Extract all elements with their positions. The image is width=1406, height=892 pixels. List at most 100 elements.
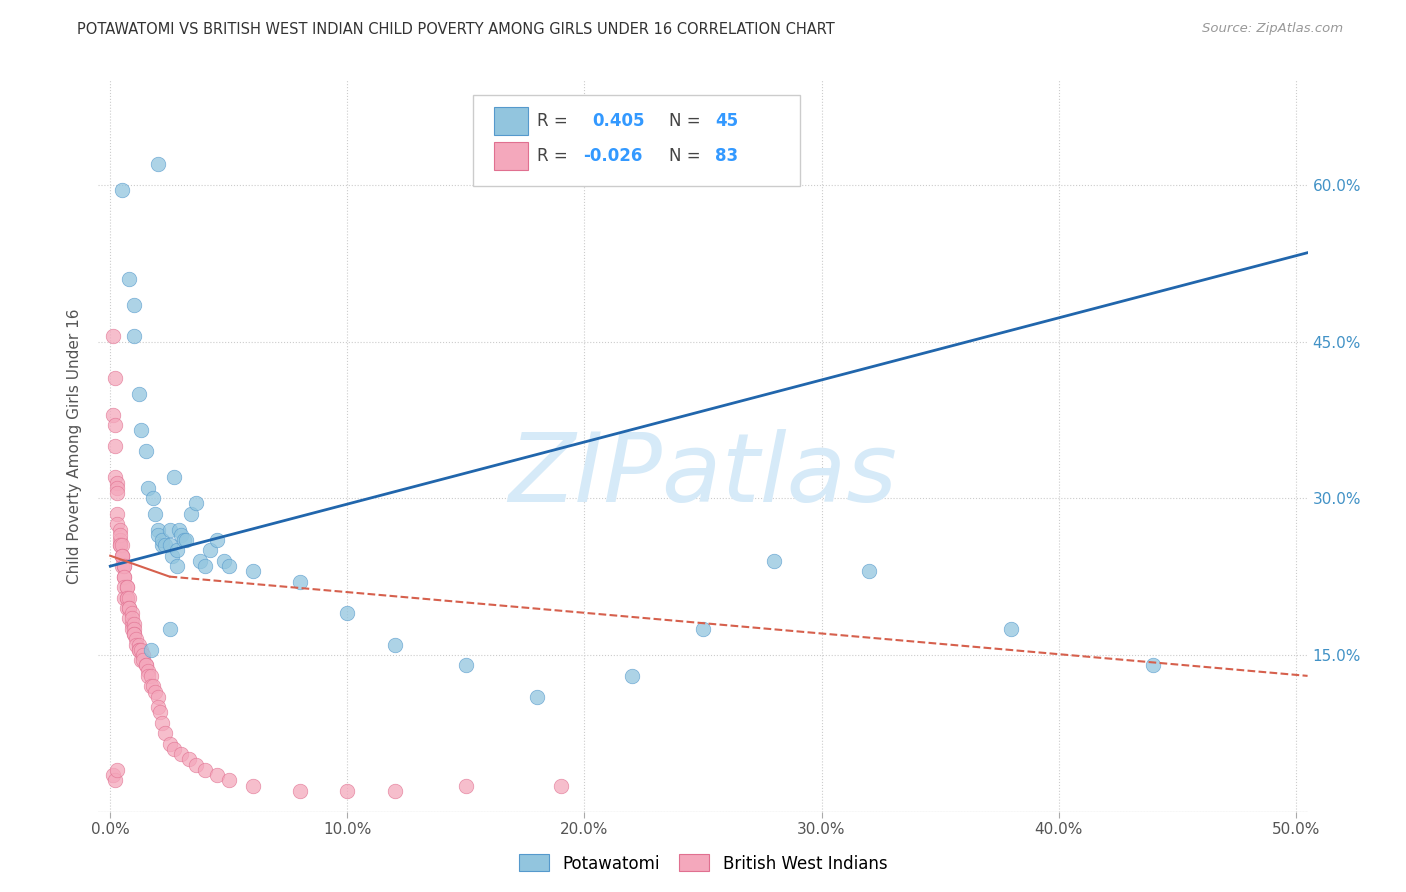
Point [163,470,186,484]
Point [166,543,188,558]
Point [122,616,145,631]
Point [118,601,141,615]
Point [111,538,134,552]
Point [105,481,128,495]
Point [1142,658,1164,673]
Point [125,632,148,647]
Point [105,517,128,532]
Point [121,606,143,620]
Point [101,408,124,422]
Text: 83: 83 [716,147,738,165]
Point [128,386,150,401]
Point [146,690,169,704]
Point [101,768,124,782]
Point [218,559,240,574]
Point [166,559,188,574]
Point [115,580,138,594]
Point [122,298,145,312]
FancyBboxPatch shape [474,95,800,186]
Point [118,601,141,615]
Point [111,549,134,563]
Point [132,653,155,667]
Point [105,475,128,490]
Point [170,747,193,762]
Point [194,763,217,777]
Point [104,773,127,788]
Point [115,580,138,594]
Point [180,507,202,521]
Text: N =: N = [669,147,700,165]
Point [111,549,134,563]
Point [159,523,181,537]
Point [205,768,228,782]
Point [159,538,181,552]
Point [159,622,181,636]
Point [163,742,186,756]
Point [152,538,174,552]
Point [550,779,572,793]
Point [1000,622,1022,636]
FancyBboxPatch shape [494,143,527,170]
Point [242,779,264,793]
FancyBboxPatch shape [494,107,527,136]
Point [125,638,148,652]
Point [763,554,786,568]
Point [212,554,235,568]
Text: POTAWATOMI VS BRITISH WEST INDIAN CHILD POVERTY AMONG GIRLS UNDER 16 CORRELATION: POTAWATOMI VS BRITISH WEST INDIAN CHILD … [77,22,835,37]
Point [143,684,166,698]
Point [336,784,359,798]
Point [146,523,169,537]
Point [139,642,162,657]
Y-axis label: Child Poverty Among Girls Under 16: Child Poverty Among Girls Under 16 [67,309,83,583]
Point [121,611,143,625]
Point [146,528,169,542]
Point [153,726,176,740]
Point [139,669,162,683]
Point [136,664,159,678]
Point [108,523,131,537]
Point [115,591,138,605]
Point [118,611,141,625]
Text: R =: R = [537,147,574,165]
Point [152,533,174,547]
Point [135,658,157,673]
Point [454,658,477,673]
Point [129,642,152,657]
Point [121,622,143,636]
Point [132,648,155,662]
Point [128,638,150,652]
Point [114,569,136,583]
Point [114,591,136,605]
Point [692,622,714,636]
Point [146,700,169,714]
Point [122,627,145,641]
Point [174,533,197,547]
Point [108,538,131,552]
Point [122,627,145,641]
Point [184,757,207,772]
Point [159,737,181,751]
Point [454,779,477,793]
Text: 0.405: 0.405 [592,112,644,130]
Point [105,486,128,500]
Text: 45: 45 [716,112,738,130]
Point [128,642,150,657]
Point [194,559,217,574]
Point [139,679,162,693]
Point [115,591,138,605]
Point [205,533,228,547]
Point [149,706,172,720]
Point [384,638,406,652]
Point [198,543,221,558]
Point [858,565,880,579]
Text: N =: N = [669,112,700,130]
Point [108,538,131,552]
Point [170,528,193,542]
Point [146,157,169,171]
Point [105,763,128,777]
Point [153,538,176,552]
Point [111,549,134,563]
Point [122,622,145,636]
Point [105,507,128,521]
Point [142,491,165,506]
